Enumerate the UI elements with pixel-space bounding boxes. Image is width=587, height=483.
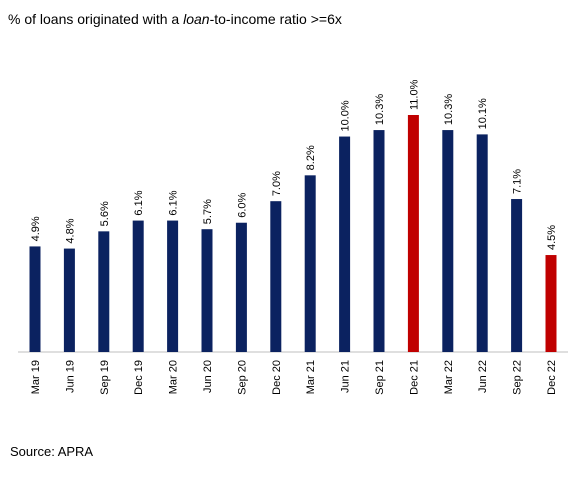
bar [545,255,557,352]
x-tick-label: Mar 21 [305,360,317,394]
x-tick-label: Dec 20 [271,360,283,395]
bar [98,231,110,352]
value-label: 6.0% [236,192,248,217]
value-label: 11.0% [408,79,420,110]
bar [373,130,385,352]
value-label: 10.1% [477,98,489,129]
bar [304,175,316,352]
x-tick-label: Dec 21 [408,360,420,395]
x-tick-label: Sep 21 [374,360,386,395]
bar [235,222,247,352]
bar [201,229,213,352]
x-tick-label: Sep 20 [236,360,248,395]
value-label: 5.7% [202,199,214,224]
x-tick-label: Mar 20 [168,360,180,394]
bar [270,201,282,352]
x-tick-label: Dec 22 [546,360,558,395]
value-label: 7.1% [512,169,524,194]
value-label: 5.6% [99,201,111,226]
bar [339,136,351,352]
title-part: loan [183,11,210,27]
value-label: 6.1% [168,190,180,215]
bar [132,220,144,352]
bar [511,199,523,352]
x-tick-label: Jun 19 [64,360,76,393]
title-part: % of loans originated with a [8,11,183,27]
value-label: 4.5% [546,225,558,250]
x-tick-label: Mar 22 [443,360,455,394]
bar [442,130,454,352]
value-label: 10.0% [340,100,352,131]
x-tick-label: Sep 19 [99,360,111,395]
x-tick-label: Jun 22 [477,360,489,393]
chart-title: % of loans originated with a loan-to-inc… [8,11,342,27]
bar [63,248,75,352]
value-label: 4.8% [64,218,76,243]
bar [167,220,179,352]
value-label: 10.3% [374,94,386,125]
x-tick-label: Dec 19 [133,360,145,395]
x-tick-label: Mar 19 [30,360,42,394]
bar [407,115,419,352]
bar [476,134,488,352]
value-label: 8.2% [305,145,317,170]
value-label: 7.0% [271,171,283,196]
x-tick-label: Jun 21 [340,360,352,393]
value-label: 4.9% [30,216,42,241]
value-label: 6.1% [133,190,145,215]
x-tick-label: Jun 20 [202,360,214,393]
source: Source: APRA [10,444,93,459]
bar [29,246,41,352]
title-part: -to-income ratio >=6x [210,11,342,27]
x-tick-label: Sep 22 [512,360,524,395]
value-label: 10.3% [443,94,455,125]
